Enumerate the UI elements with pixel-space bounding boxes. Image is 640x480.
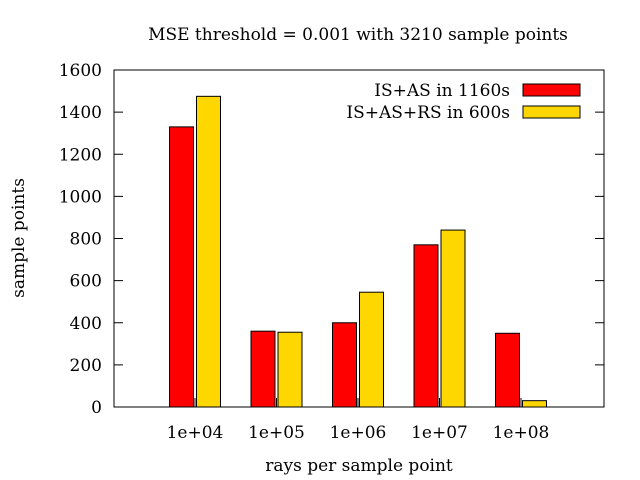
legend-label: IS+AS in 1160s <box>374 81 510 101</box>
y-tick-label: 200 <box>70 356 102 376</box>
bar-series1-1e+08 <box>495 332 520 408</box>
x-tick-label: 1e+05 <box>248 423 305 443</box>
legend-swatch <box>522 83 581 97</box>
bar-series2-1e+04 <box>196 95 221 408</box>
y-tick-label: 1200 <box>59 145 102 165</box>
y-tick-label: 1400 <box>59 103 102 123</box>
x-axis: 1e+04 1e+05 1e+06 1e+07 1e+08 <box>167 398 550 443</box>
bar-series2-1e+06 <box>359 291 384 408</box>
bar-series1-1e+07 <box>413 244 439 408</box>
y-tick-label: 0 <box>91 398 102 418</box>
bar-series1-1e+04 <box>169 126 194 408</box>
x-tick-label: 1e+07 <box>411 423 468 443</box>
bar-series2-1e+07 <box>440 229 466 408</box>
bar-series1-1e+06 <box>332 322 357 408</box>
y-tick-label: 800 <box>70 230 102 250</box>
y-tick-label: 1600 <box>59 61 102 81</box>
x-tick-label: 1e+04 <box>167 423 224 443</box>
y-axis-label: sample points <box>9 178 29 298</box>
bar-series2-1e+08 <box>522 400 547 408</box>
chart-title: MSE threshold = 0.001 with 3210 sample p… <box>148 25 568 45</box>
y-tick-label: 600 <box>70 272 102 292</box>
bars <box>169 95 547 408</box>
legend-swatch <box>522 105 581 119</box>
y-tick-label: 400 <box>70 314 102 334</box>
x-axis-label: rays per sample point <box>265 456 453 476</box>
bar-series2-1e+05 <box>277 331 303 408</box>
legend-label: IS+AS+RS in 600s <box>346 103 510 123</box>
bar-series1-1e+05 <box>250 330 276 408</box>
x-tick-label: 1e+08 <box>493 423 550 443</box>
y-axis: 0 200 400 600 800 1000 1200 1400 1600 <box>59 61 604 418</box>
y-tick-label: 1000 <box>59 187 102 207</box>
x-tick-label: 1e+06 <box>330 423 387 443</box>
